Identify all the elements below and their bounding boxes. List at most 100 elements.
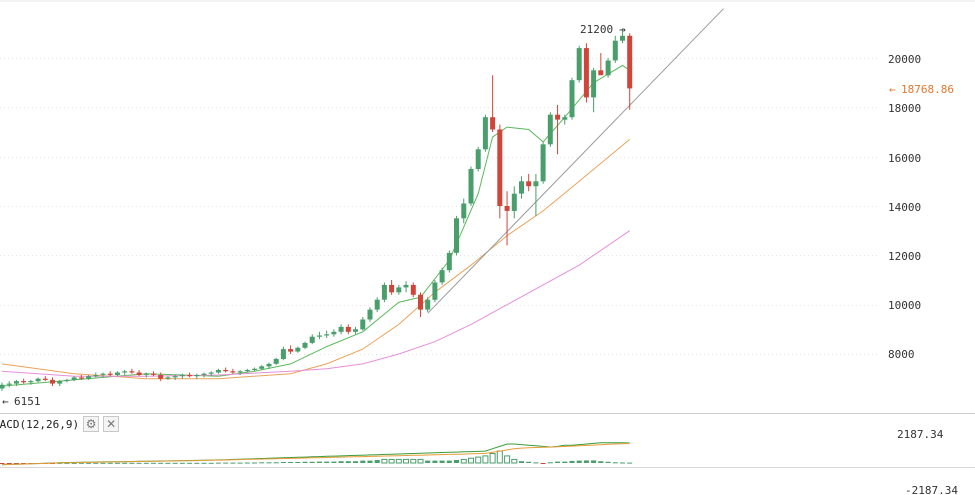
candle-up <box>201 372 207 378</box>
macd-histogram-bar <box>100 462 106 464</box>
candle-body <box>432 282 438 300</box>
macd-histogram-bar <box>496 450 503 464</box>
candle-body <box>114 372 120 375</box>
candle-up <box>468 166 474 206</box>
candle-down <box>78 374 84 380</box>
macd-histogram-bar <box>13 463 19 464</box>
candle-body <box>612 40 618 61</box>
candle-up <box>439 267 445 285</box>
macd-histogram-bar <box>86 462 92 464</box>
candle-body <box>562 117 568 120</box>
candle-down <box>410 282 416 298</box>
macd-histogram-bar <box>64 462 70 464</box>
candle-up <box>100 372 106 378</box>
y-tick-label: 20000 <box>888 53 921 66</box>
candle-body <box>237 371 243 373</box>
candle-down <box>389 280 395 295</box>
macd-histogram-bar <box>605 461 611 463</box>
candle-up <box>179 373 185 379</box>
candle-body <box>252 368 257 370</box>
macd-histogram-bar <box>78 462 84 464</box>
candle-body <box>461 203 467 219</box>
candle-up <box>620 28 625 44</box>
candle-body <box>136 372 142 375</box>
macd-histogram-bar <box>432 460 438 463</box>
last-price-label: 18768.86 <box>901 83 954 96</box>
candle-up <box>475 146 481 172</box>
macd-histogram-bar <box>143 462 149 464</box>
candle-body <box>439 270 445 283</box>
candle-up <box>576 45 582 83</box>
candle-up <box>194 373 200 379</box>
y-tick-label: 12000 <box>888 250 921 263</box>
macd-histogram-bar <box>482 455 489 464</box>
candle-body <box>280 349 286 359</box>
y-tick-label: 8000 <box>888 348 915 361</box>
close-icon[interactable]: ✕ <box>103 416 120 432</box>
candle-body <box>230 371 236 373</box>
macd-histogram-bar <box>93 462 99 464</box>
candle-up <box>317 331 322 340</box>
candle-down <box>497 124 503 219</box>
macd-histogram-bar <box>353 461 358 463</box>
candle-body <box>374 299 380 310</box>
candle-body <box>425 299 431 310</box>
candle-up <box>562 114 568 125</box>
candle-body <box>259 366 265 369</box>
candle-up <box>13 379 19 387</box>
high-price-label: 21200 <box>580 23 613 36</box>
macd-histogram-bar <box>367 460 373 463</box>
candle-up <box>28 379 34 385</box>
trend-line[interactable] <box>427 8 724 314</box>
candle-body <box>93 375 99 377</box>
candle-body <box>526 181 532 187</box>
candle-down <box>129 368 135 374</box>
candle-up <box>309 334 315 345</box>
candle-down <box>345 324 351 335</box>
candle-down <box>490 75 496 132</box>
candle-down <box>158 372 164 382</box>
candle-body <box>194 375 200 377</box>
candle-down <box>42 376 48 382</box>
macd-histogram-bar <box>381 458 388 464</box>
candle-body <box>208 372 214 374</box>
candle-body <box>0 384 5 389</box>
candle-up <box>367 307 373 322</box>
candle-up <box>519 176 524 199</box>
candle-body <box>475 149 481 169</box>
macd-histogram-bar <box>526 461 532 463</box>
candle-body <box>591 70 597 98</box>
macd-indicator-label: MACD(12,26,9) <box>0 417 80 431</box>
candle-up <box>244 368 250 373</box>
candle-body <box>151 373 156 375</box>
candle-body <box>360 319 366 330</box>
macd-histogram-bar <box>620 462 625 464</box>
macd-histogram-bar <box>266 462 272 464</box>
candle-body <box>576 48 582 81</box>
candle-body <box>367 309 373 320</box>
candle-body <box>605 60 611 76</box>
candle-down <box>151 371 156 377</box>
candle-down <box>223 367 229 373</box>
candle-up <box>71 376 77 382</box>
macd-histogram-bar <box>215 462 221 464</box>
candle-up <box>591 67 597 113</box>
candle-up <box>381 282 387 303</box>
low-price-arrow-icon: ← <box>2 395 9 408</box>
candle-body <box>158 375 164 379</box>
candle-up <box>461 198 467 224</box>
candle-up <box>0 382 5 391</box>
candle-up <box>252 367 257 372</box>
candle-down <box>418 292 423 317</box>
candle-up <box>93 372 99 378</box>
macd-histogram-bar <box>230 462 236 464</box>
y-tick-label: 10000 <box>888 299 921 312</box>
candle-up <box>353 326 358 335</box>
candle-body <box>598 70 604 76</box>
macd-histogram-bar <box>302 461 308 463</box>
macd-histogram-bar <box>562 461 568 463</box>
candle-body <box>331 331 337 335</box>
gear-icon[interactable]: ⚙ <box>83 416 100 432</box>
macd-histogram-bar <box>460 458 467 464</box>
